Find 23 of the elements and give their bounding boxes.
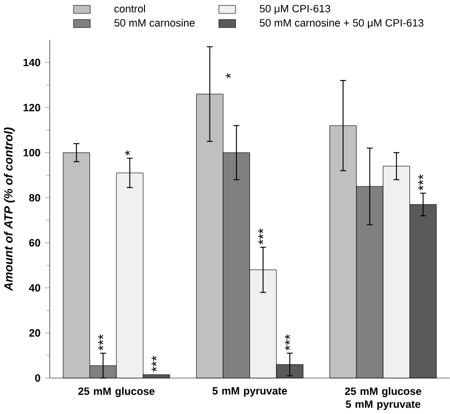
data-label: * bbox=[124, 150, 130, 156]
data-label: *** bbox=[152, 356, 157, 372]
data-label: *** bbox=[284, 334, 290, 350]
y-tick-label: 120 bbox=[24, 104, 40, 112]
y-tick-label: 140 bbox=[24, 58, 40, 66]
legend-label: 50 mM carnosine + 50 μM CPI-613 bbox=[260, 18, 424, 29]
y-tick-label: 100 bbox=[24, 148, 40, 156]
x-tick-label: 5 mM pyruvate bbox=[212, 387, 288, 397]
y-tick-label: 40 bbox=[28, 284, 40, 292]
x-tick-label: 25 mM glucose bbox=[78, 387, 155, 398]
y-tick-label: 80 bbox=[29, 194, 40, 202]
legend-label: 50 mM carnosine bbox=[114, 18, 195, 27]
y-axis-title: Amount of ATP (% of control) bbox=[4, 128, 15, 292]
data-label: * bbox=[226, 73, 231, 78]
legend-label: control bbox=[114, 4, 146, 13]
y-tick-label: 20 bbox=[29, 329, 40, 337]
y-tick-label: 0 bbox=[35, 374, 40, 382]
legend-label: 50 μM CPI-613 bbox=[260, 4, 330, 14]
data-label: *** bbox=[258, 228, 264, 245]
data-label: *** bbox=[98, 334, 104, 350]
data-label: *** bbox=[418, 174, 424, 190]
x-tick-label: 25 mM glucose 5 mM pyruvate bbox=[344, 387, 422, 410]
y-tick-label: 60 bbox=[29, 239, 40, 247]
